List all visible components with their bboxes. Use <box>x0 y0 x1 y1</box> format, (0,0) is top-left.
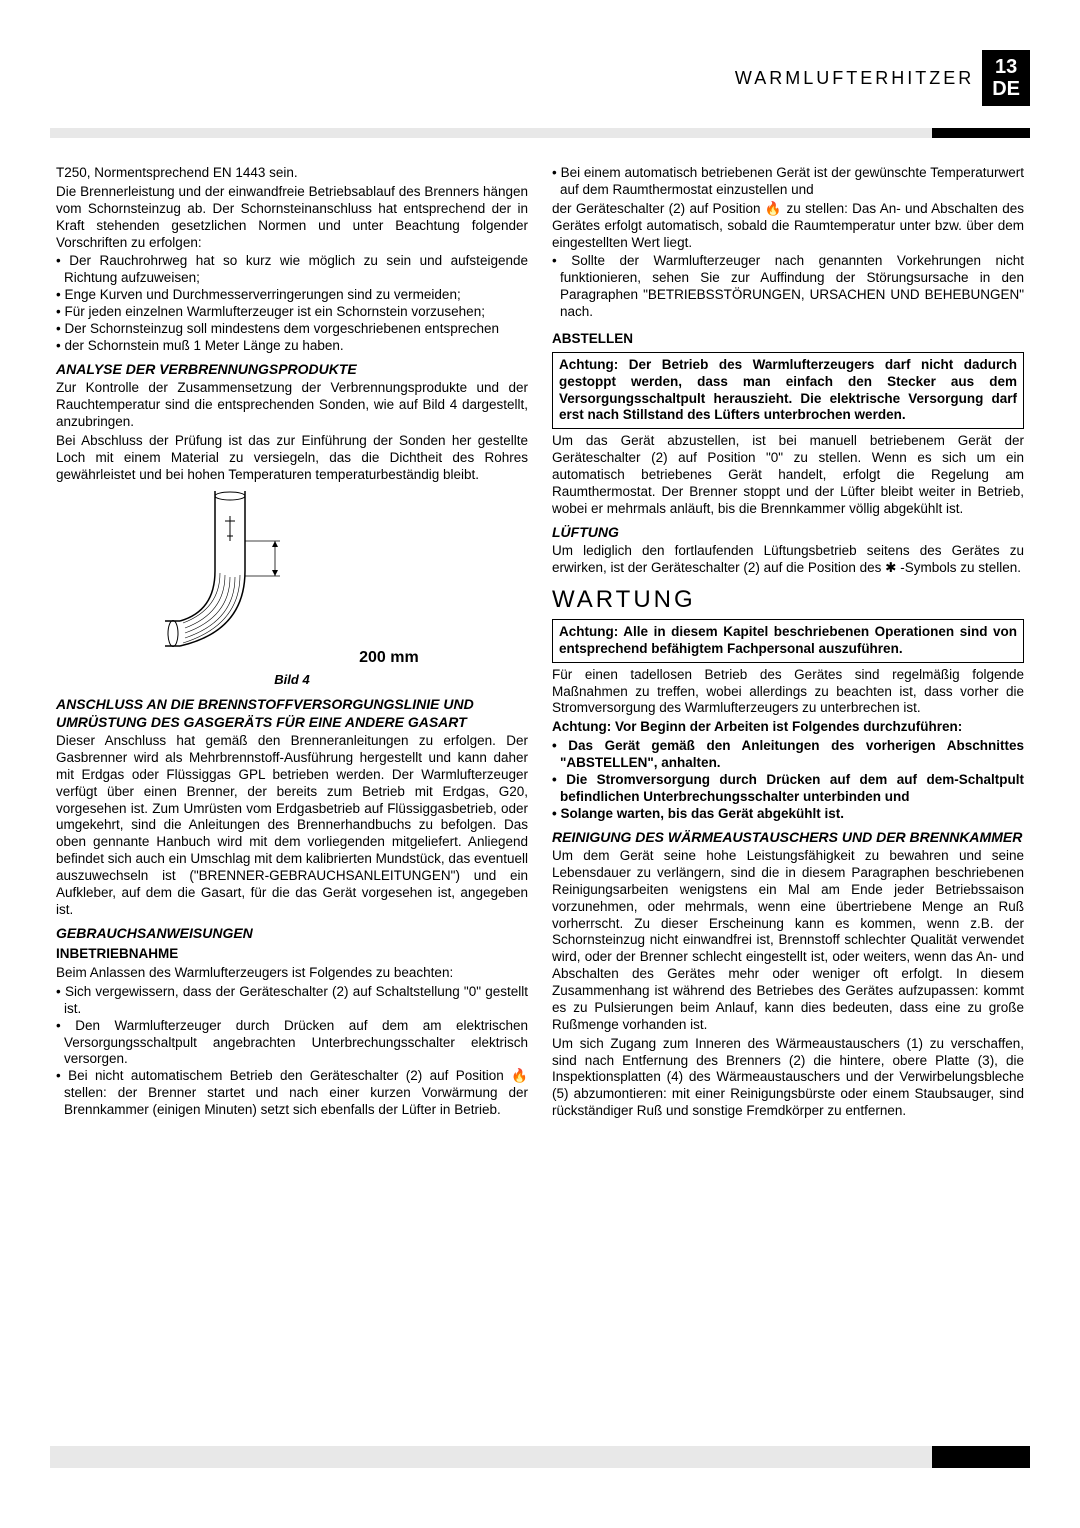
heading-wartung: WARTUNG <box>552 585 1024 615</box>
heading-reinigung: REINIGUNG DES WÄRMEAUSTAUSCHERS UND DER … <box>552 829 1024 847</box>
main-content: T250, Normentsprechend EN 1443 sein. Die… <box>56 165 1024 1428</box>
heading-anschluss: ANSCHLUSS AN DIE BRENNSTOFFVERSORGUNGSLI… <box>56 696 528 731</box>
page-badge: 13 DE <box>982 50 1030 106</box>
para-analyse-1: Zur Kontrolle der Zusammensetzung der Ve… <box>56 380 528 431</box>
list-item: Enge Kurven und Durchmesserverringerunge… <box>56 287 528 304</box>
bottom-divider-bar <box>50 1446 1030 1468</box>
list-item: Den Warmlufterzeuger durch Drücken auf d… <box>56 1018 528 1069</box>
list-item: Die Stromversorgung durch Drücken auf de… <box>552 772 1024 806</box>
para-inbetrieb: Beim Anlassen des Warmlufterzeugers ist … <box>56 965 528 982</box>
heading-analyse: ANALYSE DER VERBRENNUNGSPRODUKTE <box>56 361 528 379</box>
figure-caption: Bild 4 <box>56 672 528 688</box>
list-item: Der Schornsteinzug soll mindestens dem v… <box>56 321 528 338</box>
para-reinigung-2: Um sich Zugang zum Inneren des Wärmeaust… <box>552 1036 1024 1120</box>
list-item: Sich vergewissern, dass der Geräteschalt… <box>56 984 528 1018</box>
para-abstellen: Um das Gerät abzustellen, ist bei manuel… <box>552 433 1024 517</box>
page-lang: DE <box>992 78 1020 100</box>
heading-gebrauch: GEBRAUCHSANWEISUNGEN <box>56 925 528 943</box>
top-divider-bar <box>50 128 1030 138</box>
bullet-list-chimney: Der Rauchrohrweg hat so kurz wie möglich… <box>56 253 528 354</box>
para-achtung: Achtung: Vor Beginn der Arbeiten ist Fol… <box>552 719 1024 736</box>
list-item: Sollte der Warmlufterzeuger nach genannt… <box>552 253 1024 321</box>
header-title: WARMLUFTERHITZER <box>735 68 974 89</box>
heading-abstellen: ABSTELLEN <box>552 331 1024 348</box>
list-item: Bei nicht automatischem Betrieb den Gerä… <box>56 1068 528 1119</box>
intro-line: T250, Normentsprechend EN 1443 sein. <box>56 165 528 182</box>
figure-4: 200 mm Bild 4 <box>56 491 528 688</box>
list-item: Das Gerät gemäß den Anleitungen des vorh… <box>552 738 1024 772</box>
list-item: der Schornstein muß 1 Meter Länge zu hab… <box>56 338 528 355</box>
heading-inbetrieb: INBETRIEBNAHME <box>56 946 528 963</box>
list-item: Bei einem automatisch betriebenen Gerät … <box>552 165 1024 199</box>
list-item: Der Rauchrohrweg hat so kurz wie möglich… <box>56 253 528 287</box>
para-luftung: Um lediglich den fortlaufenden Lüftungsb… <box>552 543 1024 577</box>
bullet-list-cont: Sollte der Warmlufterzeuger nach genannt… <box>552 253 1024 321</box>
figure-dimension-label: 200 mm <box>359 648 419 668</box>
bullet-list-wartung: Das Gerät gemäß den Anleitungen des vorh… <box>552 738 1024 822</box>
para-anschluss: Dieser Anschluss hat gemäß den Brenneran… <box>56 733 528 919</box>
para-analyse-2: Bei Abschluss der Prüfung ist das zur Ei… <box>56 433 528 484</box>
intro-para: Die Brennerleistung und der einwandfreie… <box>56 184 528 252</box>
para-continuation: der Geräteschalter (2) auf Position 🔥 zu… <box>552 201 1024 252</box>
warning-callout-stop: Achtung: Der Betrieb des Warmlufterzeuge… <box>552 352 1024 430</box>
chimney-diagram-icon <box>165 491 345 661</box>
list-item: Für jeden einzelnen Warmlufterzeuger ist… <box>56 304 528 321</box>
page-number: 13 <box>992 56 1020 78</box>
para-wartung: Für einen tadellosen Betrieb des Gerätes… <box>552 667 1024 718</box>
warning-callout-wartung: Achtung: Alle in diesem Kapitel beschrie… <box>552 619 1024 663</box>
page-header: WARMLUFTERHITZER 13 DE <box>735 50 1030 106</box>
list-item: Solange warten, bis das Gerät abgekühlt … <box>552 806 1024 823</box>
para-reinigung-1: Um dem Gerät seine hohe Leistungsfähigke… <box>552 848 1024 1034</box>
heading-luftung: LÜFTUNG <box>552 524 1024 542</box>
